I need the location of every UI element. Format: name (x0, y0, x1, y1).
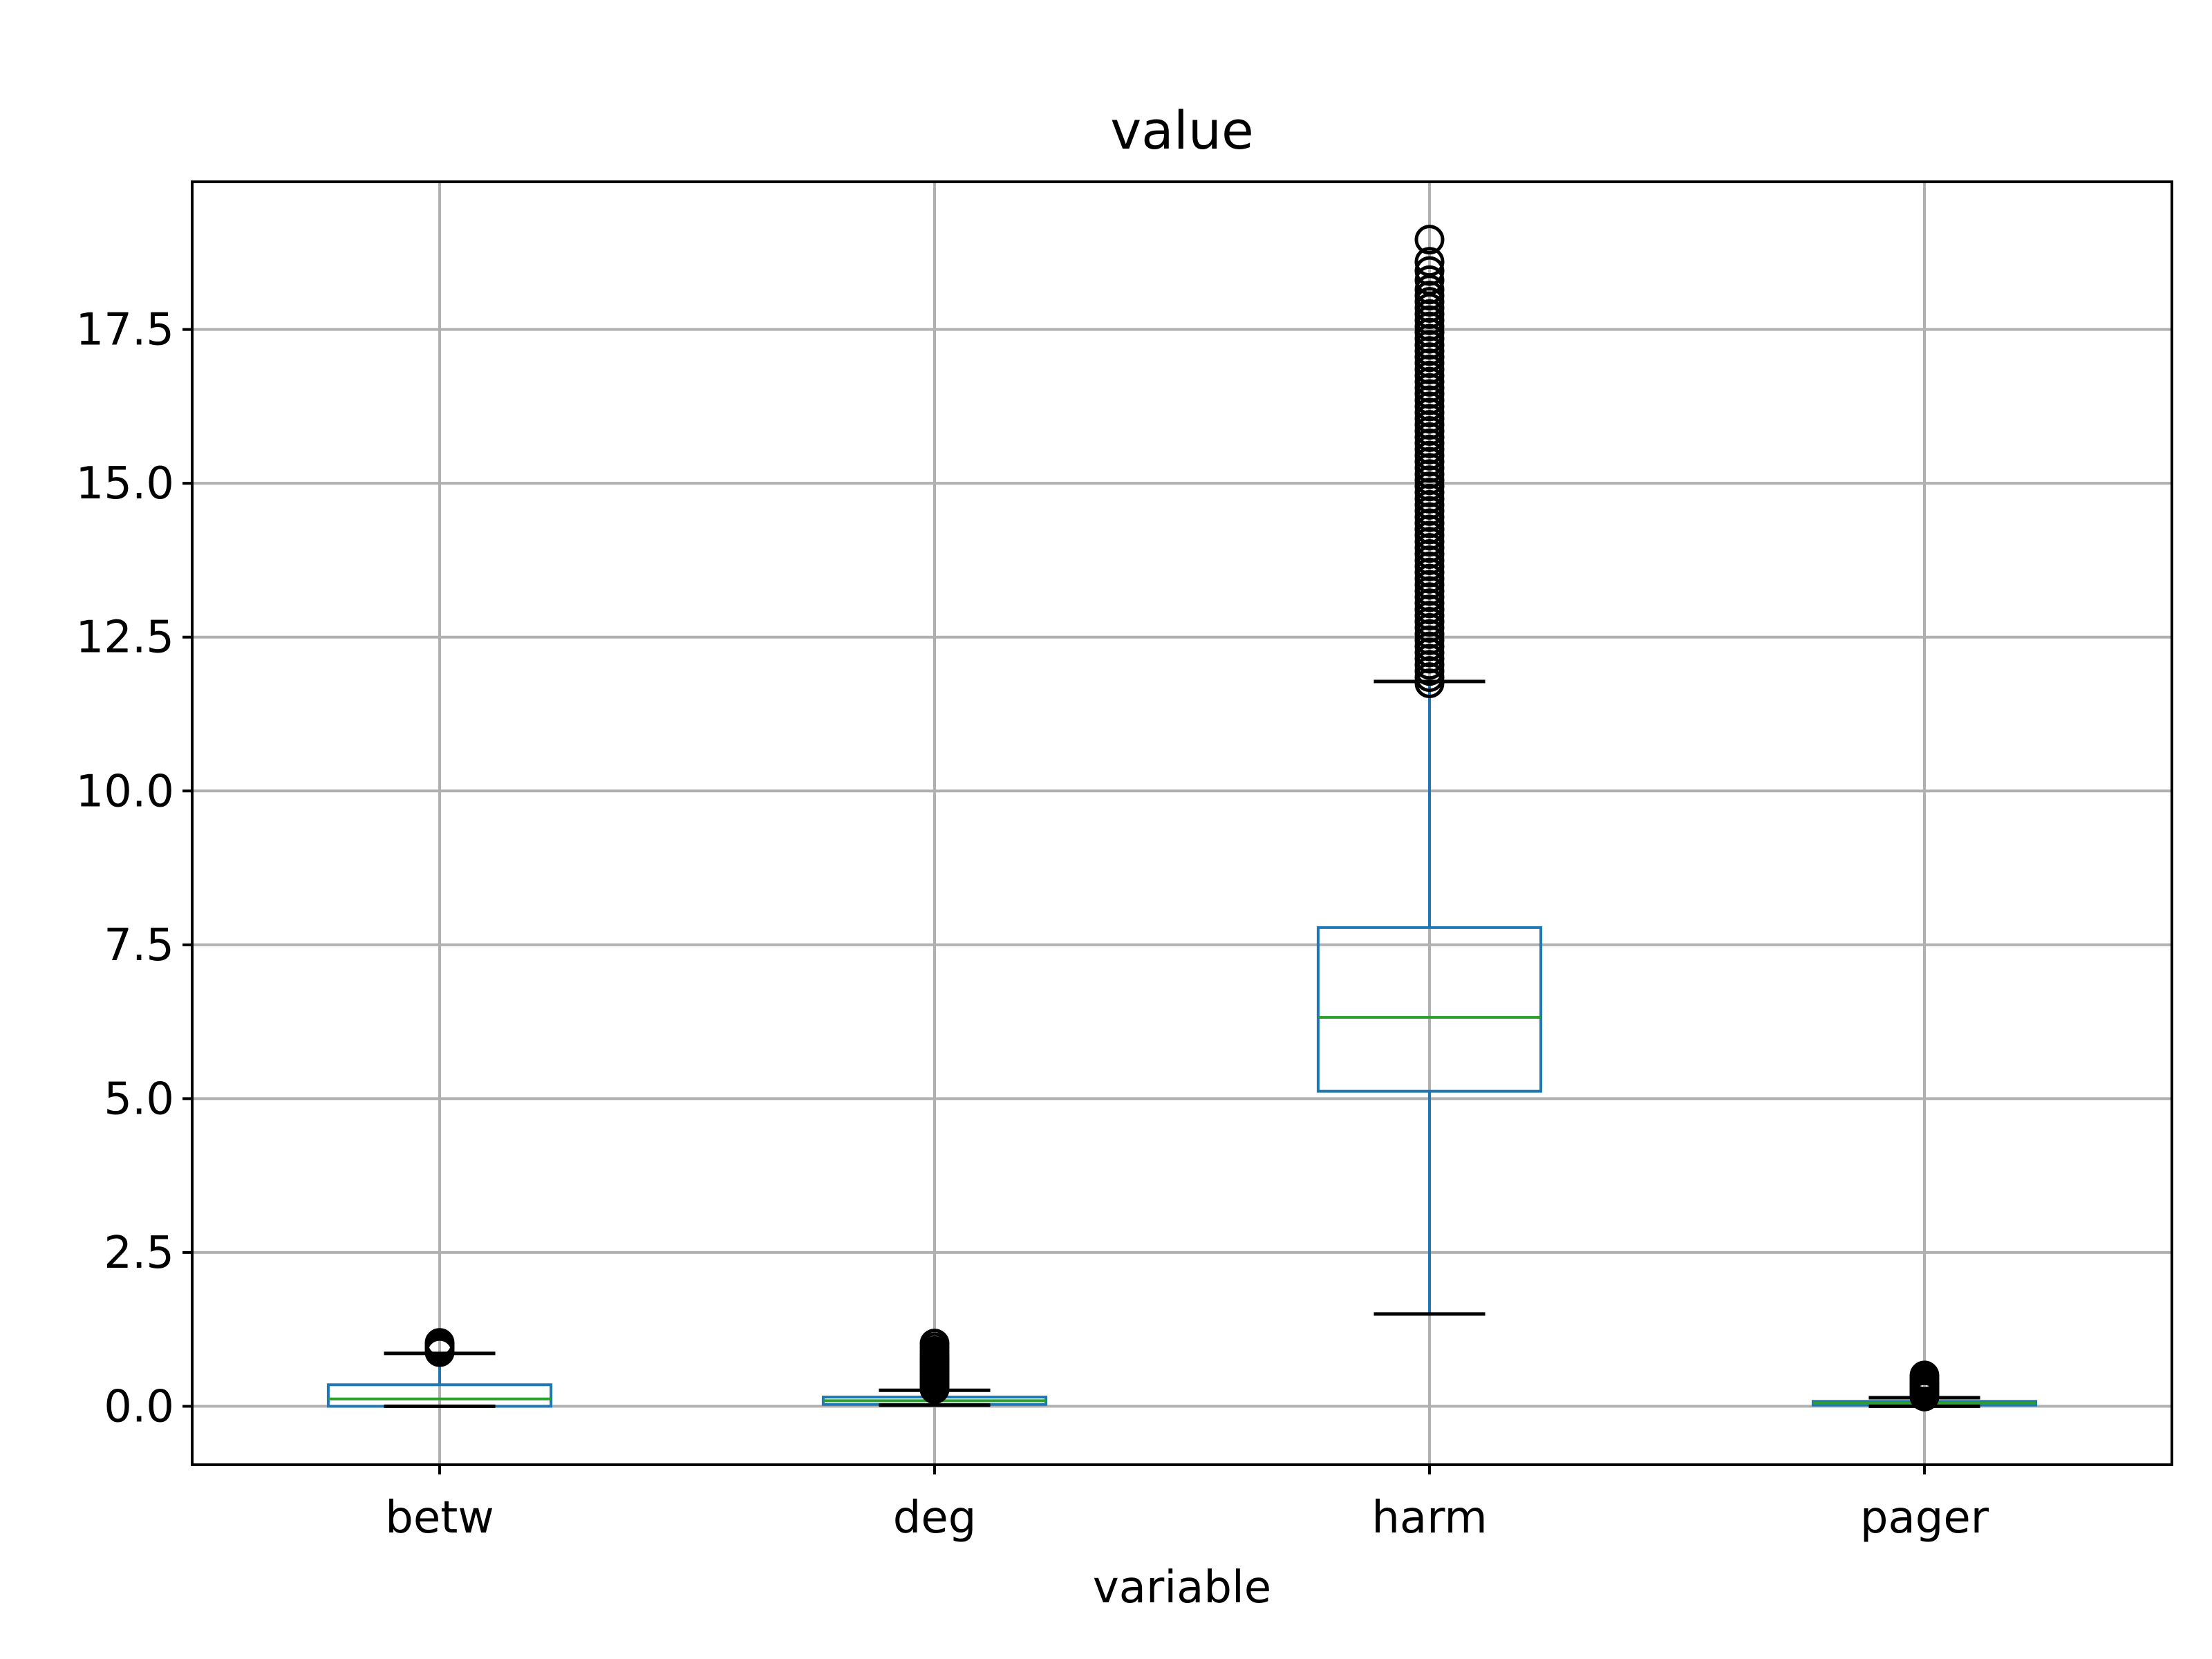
outlier-point (1414, 256, 1445, 286)
y-tick-label: 17.5 (76, 305, 175, 356)
x-tick-label: pager (1860, 1492, 1989, 1544)
chart-title: value (1110, 100, 1254, 161)
y-tick-label: 12.5 (76, 612, 175, 664)
outlier-point (1414, 247, 1445, 277)
boxes (326, 225, 2038, 1412)
y-tick-label: 5.0 (104, 1074, 174, 1125)
x-axis-label: variable (1093, 1562, 1271, 1613)
y-tick-label: 15.0 (76, 458, 175, 509)
x-axis-ticks: betw deg harm pager (385, 1465, 1989, 1544)
box-deg (821, 1329, 1048, 1407)
plot-frame (191, 180, 2173, 1466)
y-tick-label: 2.5 (104, 1228, 174, 1279)
iqr-box (1316, 926, 1543, 1093)
x-tick-label: betw (385, 1492, 494, 1544)
outlier-point (1909, 1360, 1940, 1391)
outlier-point (919, 1329, 950, 1359)
outlier-point (424, 1328, 455, 1358)
outlier-point (1414, 225, 1445, 255)
box-pager (1811, 1360, 2038, 1412)
y-tick-label: 7.5 (104, 920, 174, 971)
grid (192, 182, 2172, 1465)
y-axis-ticks: 0.0 2.5 5.0 7.5 10.0 12.5 15.0 17.5 (76, 305, 192, 1432)
y-tick-label: 0.0 (104, 1381, 174, 1432)
x-tick-label: deg (893, 1492, 977, 1544)
box-harm (1316, 225, 1543, 1316)
x-tick-label: harm (1371, 1492, 1487, 1544)
y-tick-label: 10.0 (76, 766, 175, 817)
box-betw (326, 1328, 553, 1408)
outlier-point (1414, 265, 1445, 295)
